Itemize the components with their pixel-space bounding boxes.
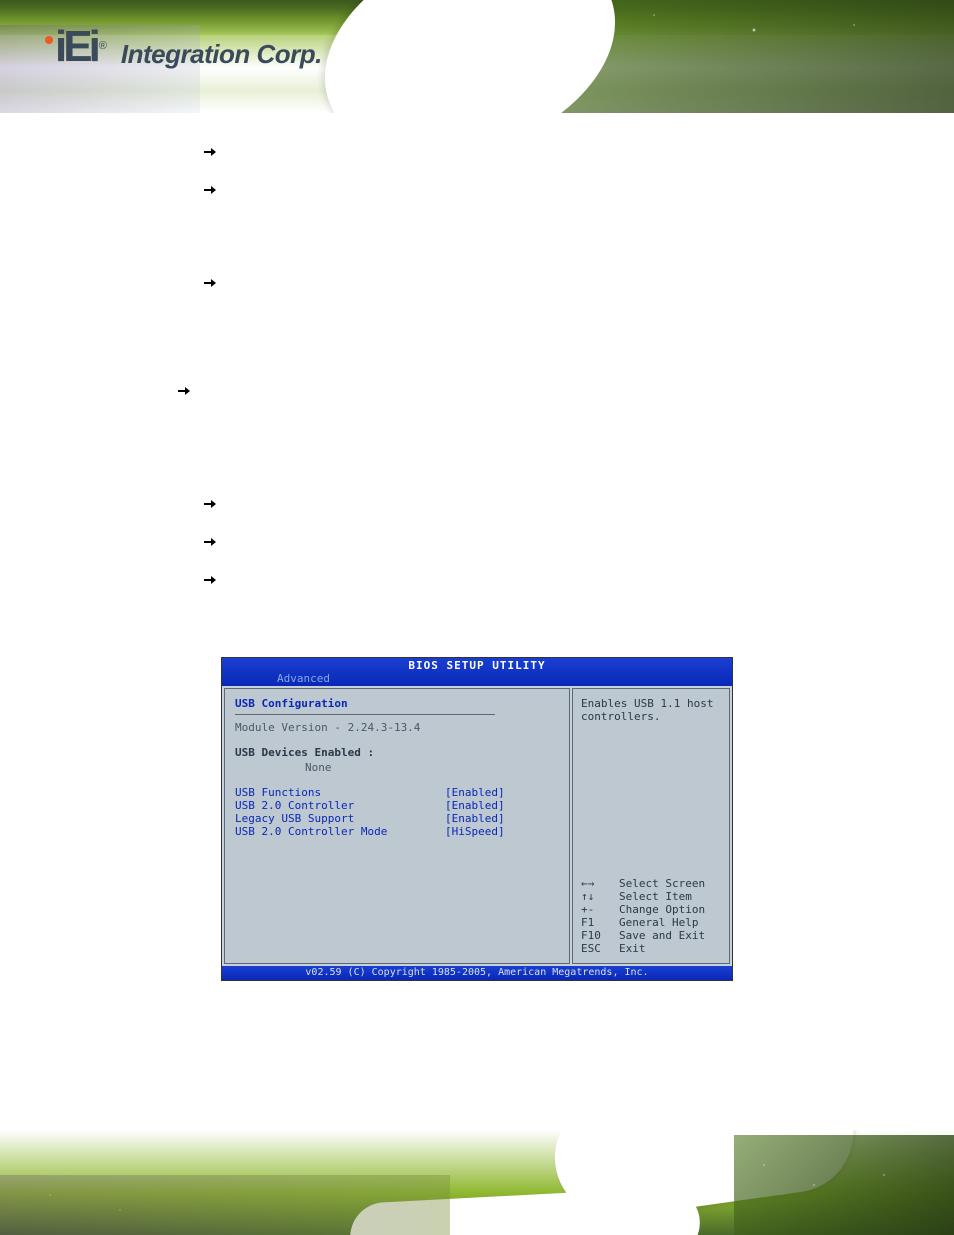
bios-nav-general-help: F1 General Help	[581, 916, 721, 929]
bios-nav-key: ↑↓	[581, 890, 619, 903]
bios-option-value: [Enabled]	[445, 812, 505, 825]
bios-left-panel: USB Configuration Module Version - 2.24.…	[224, 688, 570, 964]
bios-title-bar: BIOS SETUP UTILITY Advanced	[222, 658, 732, 686]
bios-nav-exit: ESC Exit	[581, 942, 721, 955]
bios-module-version: Module Version - 2.24.3-13.4	[235, 721, 559, 734]
logo-mark: iEi ®	[45, 22, 107, 72]
bios-nav-change-option: +- Change Option	[581, 903, 721, 916]
bios-nav-save-exit: F10 Save and Exit	[581, 929, 721, 942]
bios-devices-heading: USB Devices Enabled :	[235, 746, 559, 759]
arrow-right-icon	[203, 573, 217, 587]
bullet-item-s1	[203, 495, 751, 511]
bios-nav-label: Exit	[619, 942, 646, 955]
bios-option-value: [Enabled]	[445, 799, 505, 812]
bios-option-label: USB 2.0 Controller	[235, 799, 445, 812]
bullet-item-3	[203, 274, 751, 290]
bios-nav-key: +-	[581, 903, 619, 916]
arrow-right-icon	[203, 276, 217, 290]
bios-right-panel: Enables USB 1.1 host controllers. ←→ Sel…	[572, 688, 730, 964]
page-content: BIOS SETUP UTILITY Advanced USB Configur…	[0, 113, 954, 981]
bios-body: USB Configuration Module Version - 2.24.…	[222, 686, 732, 966]
bottom-banner	[0, 1130, 954, 1235]
bios-help-text: Enables USB 1.1 host controllers.	[581, 697, 721, 723]
bios-option-value: [HiSpeed]	[445, 825, 505, 838]
bullet-item-top	[177, 382, 751, 398]
logo-dot-icon	[45, 36, 53, 44]
bios-option-label: USB 2.0 Controller Mode	[235, 825, 445, 838]
bottom-right-texture	[734, 1135, 954, 1235]
logo: iEi ® Integration Corp.	[45, 22, 322, 72]
bios-nav-label: General Help	[619, 916, 698, 929]
bios-help-line2: controllers.	[581, 710, 721, 723]
bios-nav-select-item: ↑↓ Select Item	[581, 890, 721, 903]
arrow-right-icon	[203, 183, 217, 197]
bios-nav-label: Change Option	[619, 903, 705, 916]
bios-nav-key: F1	[581, 916, 619, 929]
bios-nav-key: ESC	[581, 942, 619, 955]
bios-nav-label: Select Screen	[619, 877, 705, 890]
bullet-item-2	[203, 181, 751, 197]
bios-nav-select-screen: ←→ Select Screen	[581, 877, 721, 890]
bios-help-line1: Enables USB 1.1 host	[581, 697, 721, 710]
bios-nav-help: ←→ Select Screen ↑↓ Select Item +- Chang…	[581, 877, 721, 955]
bios-nav-key: ←→	[581, 877, 619, 890]
bullet-item-s3	[203, 571, 751, 587]
bios-nav-label: Select Item	[619, 890, 692, 903]
bios-tab-advanced: Advanced	[277, 672, 330, 685]
bios-screenshot: BIOS SETUP UTILITY Advanced USB Configur…	[221, 657, 733, 981]
bios-option-label: USB Functions	[235, 786, 445, 799]
bullet-item-s2	[203, 533, 751, 549]
bios-option-legacy-usb[interactable]: Legacy USB Support [Enabled]	[235, 812, 559, 825]
bios-option-usb20-mode[interactable]: USB 2.0 Controller Mode [HiSpeed]	[235, 825, 559, 838]
arrow-right-icon	[203, 497, 217, 511]
arrow-right-icon	[203, 535, 217, 549]
bios-footer: v02.59 (C) Copyright 1985-2005, American…	[222, 966, 732, 980]
bios-option-value: [Enabled]	[445, 786, 505, 799]
bios-option-usb-functions[interactable]: USB Functions [Enabled]	[235, 786, 559, 799]
bios-title: BIOS SETUP UTILITY	[222, 659, 732, 672]
bios-nav-label: Save and Exit	[619, 929, 705, 942]
arrow-right-icon	[177, 384, 191, 398]
logo-company: Integration Corp.	[121, 39, 322, 70]
top-banner: iEi ® Integration Corp.	[0, 0, 954, 113]
bios-section-heading: USB Configuration	[235, 697, 559, 710]
logo-registered: ®	[99, 40, 107, 52]
bottom-left-texture	[0, 1175, 450, 1235]
logo-letters: iEi	[55, 22, 97, 72]
bios-option-usb20-controller[interactable]: USB 2.0 Controller [Enabled]	[235, 799, 559, 812]
bullet-item-1	[203, 143, 751, 159]
bios-nav-key: F10	[581, 929, 619, 942]
bios-devices-none: None	[235, 761, 559, 774]
bios-divider	[235, 714, 495, 715]
arrow-right-icon	[203, 145, 217, 159]
bios-option-label: Legacy USB Support	[235, 812, 445, 825]
